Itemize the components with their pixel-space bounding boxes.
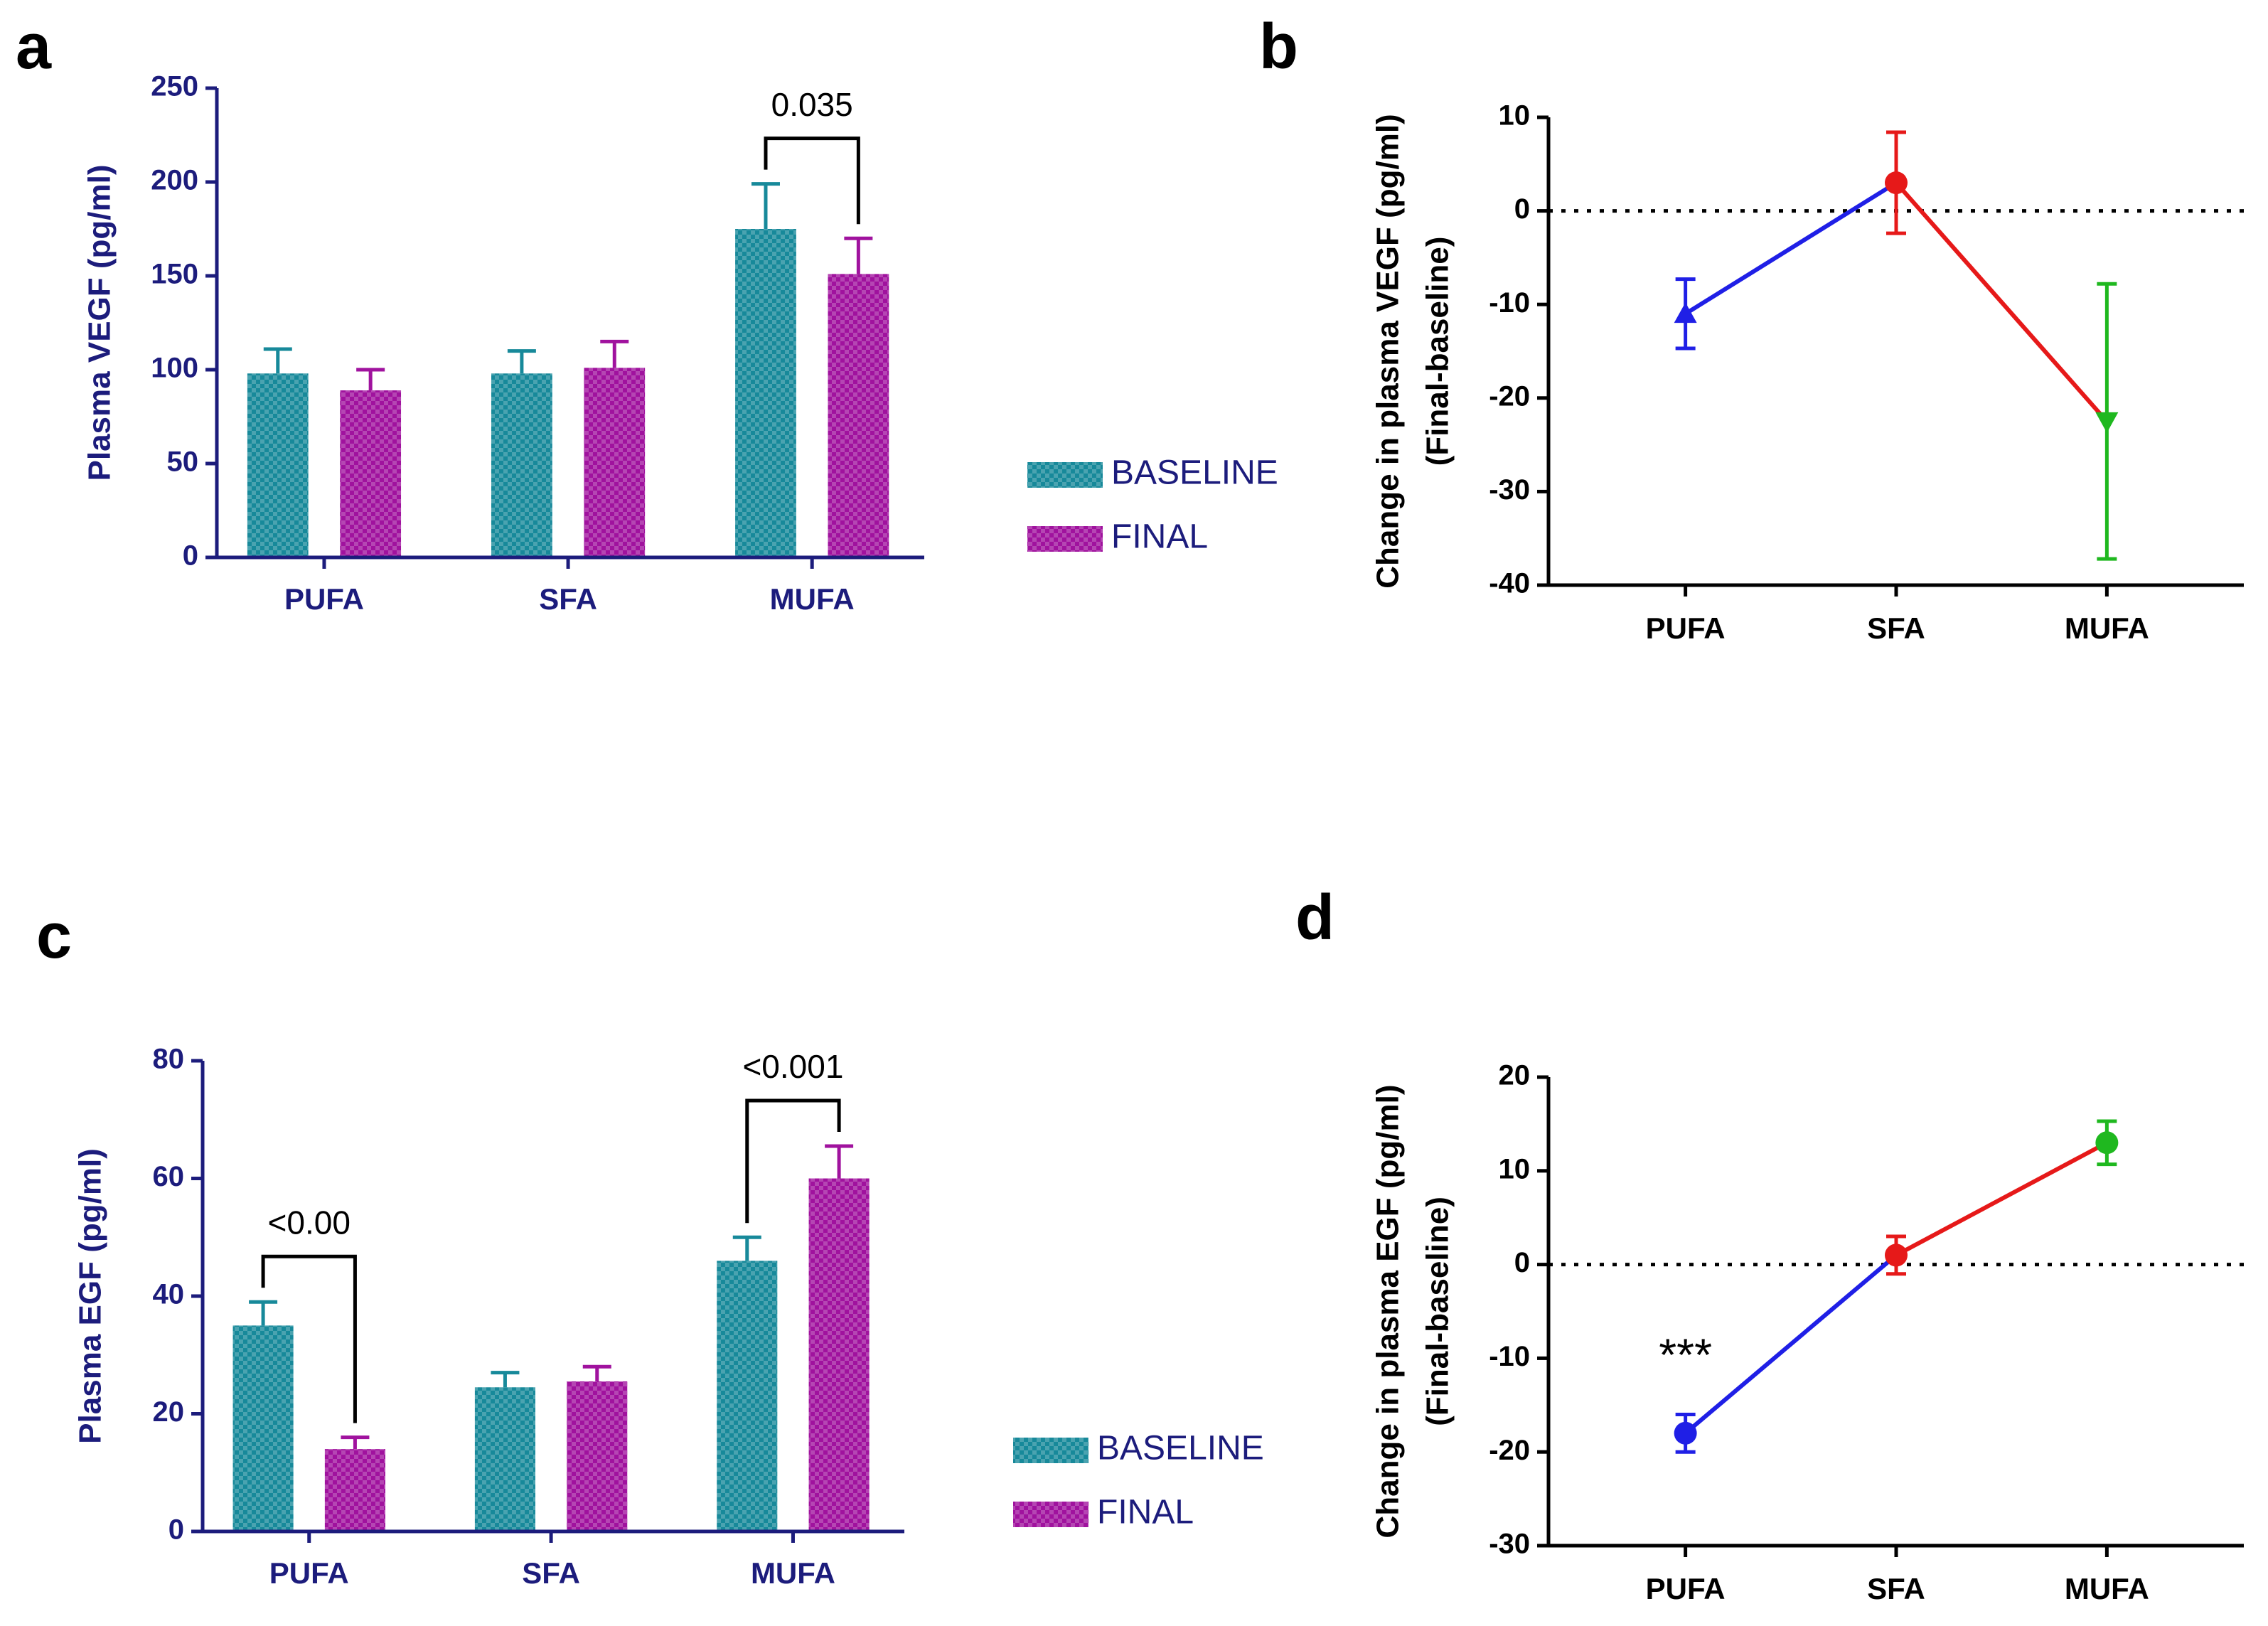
error-bar xyxy=(263,347,292,374)
legend-swatch xyxy=(1027,462,1103,488)
panel-label: a xyxy=(16,11,52,82)
bar xyxy=(491,373,552,557)
significance-label: <0.001 xyxy=(742,1048,843,1085)
marker xyxy=(2095,412,2119,433)
y-tick-label: 10 xyxy=(1499,100,1531,132)
x-tick-label: SFA xyxy=(522,1556,580,1590)
y-tick-label: 10 xyxy=(1499,1153,1531,1184)
panel-label: d xyxy=(1295,882,1334,953)
y-tick-label: 0 xyxy=(1514,193,1530,225)
error-bar xyxy=(249,1300,278,1326)
error-bar xyxy=(732,1235,761,1261)
x-tick-label: PUFA xyxy=(284,582,364,616)
y-tick-label: -30 xyxy=(1489,474,1530,506)
y-tick-label: -10 xyxy=(1489,287,1530,319)
x-tick-label: SFA xyxy=(1867,1572,1925,1605)
legend-label: BASELINE xyxy=(1111,454,1278,492)
marker xyxy=(1885,1243,1908,1267)
bar xyxy=(567,1381,628,1531)
line-segment xyxy=(1684,181,1898,316)
y-tick-label: 20 xyxy=(1499,1060,1531,1091)
y-tick-label: 0 xyxy=(1514,1247,1530,1278)
y-tick-label: 50 xyxy=(167,446,199,478)
y-tick-label: 0 xyxy=(169,1514,184,1546)
bar xyxy=(340,390,402,557)
marker xyxy=(2095,1131,2119,1155)
legend-swatch xyxy=(1013,1438,1088,1463)
panel-label: c xyxy=(36,901,72,972)
significance-label: 0.035 xyxy=(771,86,853,123)
y-tick-label: 40 xyxy=(153,1279,185,1310)
marker xyxy=(1674,302,1697,323)
x-tick-label: PUFA xyxy=(1646,1572,1726,1605)
y-tick-label: -30 xyxy=(1489,1529,1530,1560)
marker xyxy=(1674,1421,1697,1445)
y-axis-label: (Final-baseline) xyxy=(1421,237,1455,466)
y-tick-label: 0 xyxy=(183,540,198,572)
bar xyxy=(735,229,796,557)
bar xyxy=(828,274,889,557)
panel-label: b xyxy=(1259,11,1298,82)
x-tick-label: MUFA xyxy=(770,582,855,616)
bar xyxy=(808,1178,870,1531)
y-tick-label: -40 xyxy=(1489,568,1530,599)
marker xyxy=(1885,171,1908,195)
legend-label: FINAL xyxy=(1097,1494,1194,1531)
y-tick-label: 250 xyxy=(151,71,198,102)
error-bar xyxy=(751,182,780,229)
bar xyxy=(247,373,309,557)
bar xyxy=(324,1449,385,1531)
legend-label: FINAL xyxy=(1111,518,1208,556)
x-tick-label: SFA xyxy=(1867,611,1925,645)
significance-bracket xyxy=(745,1098,841,1224)
line-segment xyxy=(1684,1253,1898,1435)
significance-bracket xyxy=(764,137,860,225)
y-axis-label: Change in plasma EGF (pg/ml) xyxy=(1371,1084,1406,1538)
legend-swatch xyxy=(1013,1502,1088,1527)
y-tick-label: 100 xyxy=(151,353,198,384)
y-tick-label: 150 xyxy=(151,259,198,290)
error-bar xyxy=(582,1364,611,1381)
y-tick-label: 200 xyxy=(151,165,198,196)
x-tick-label: PUFA xyxy=(269,1556,349,1590)
significance-label: *** xyxy=(1659,1330,1712,1381)
y-tick-label: 60 xyxy=(153,1161,185,1192)
y-tick-label: -20 xyxy=(1489,380,1530,412)
error-bar xyxy=(844,236,873,274)
line-segment xyxy=(1895,1140,2108,1258)
y-tick-label: 20 xyxy=(153,1396,185,1428)
bar xyxy=(232,1325,294,1531)
error-bar xyxy=(825,1144,854,1179)
y-axis-label: Change in plasma VEGF (pg/ml) xyxy=(1371,114,1406,588)
bar xyxy=(584,368,646,557)
legend-label: BASELINE xyxy=(1097,1430,1264,1467)
error-bar xyxy=(341,1435,370,1450)
error-bar xyxy=(600,339,629,368)
y-tick-label: -10 xyxy=(1489,1341,1530,1372)
bar xyxy=(474,1387,535,1531)
y-tick-label: 80 xyxy=(153,1044,185,1075)
significance-label: <0.00 xyxy=(268,1204,351,1241)
error-bar xyxy=(507,349,536,374)
x-tick-label: SFA xyxy=(539,582,597,616)
x-tick-label: MUFA xyxy=(2065,611,2149,645)
line-segment xyxy=(1894,181,2109,423)
error-bar xyxy=(491,1371,520,1388)
x-tick-label: MUFA xyxy=(751,1556,835,1590)
significance-bracket xyxy=(261,1254,357,1423)
y-axis-label: Plasma VEGF (pg/ml) xyxy=(82,165,117,481)
y-tick-label: -20 xyxy=(1489,1435,1530,1466)
legend-swatch xyxy=(1027,526,1103,552)
bar xyxy=(717,1261,778,1531)
error-bar xyxy=(356,368,385,391)
x-tick-label: MUFA xyxy=(2065,1572,2149,1605)
y-axis-label: (Final-baseline) xyxy=(1421,1197,1455,1426)
y-axis-label: Plasma EGF (pg/ml) xyxy=(73,1148,108,1444)
x-tick-label: PUFA xyxy=(1646,611,1726,645)
